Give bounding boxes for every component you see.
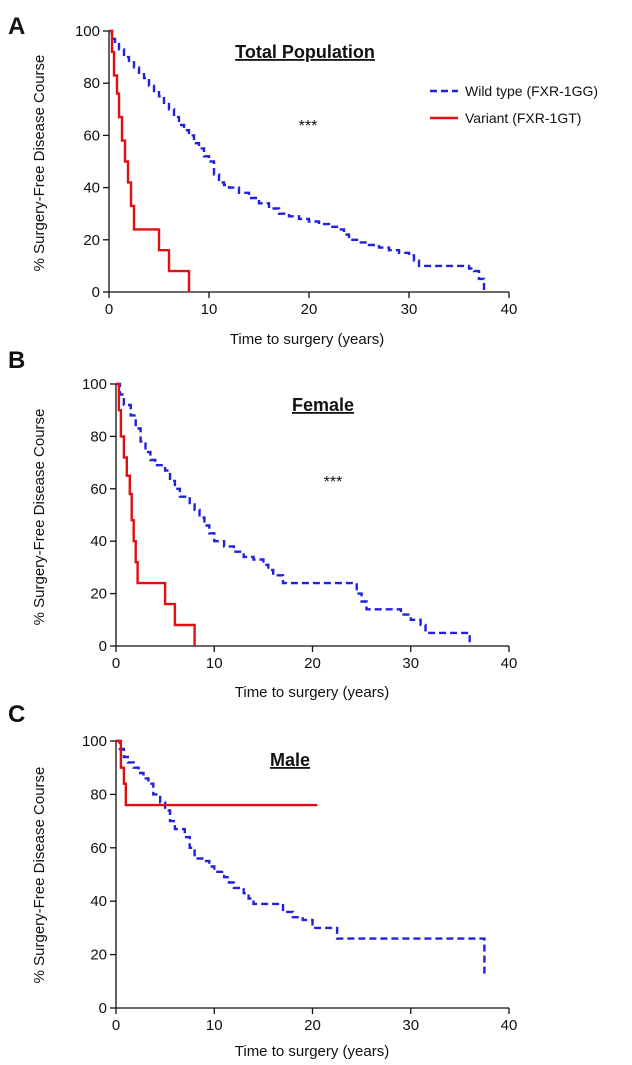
y-tick-label-c: 100 bbox=[82, 733, 107, 750]
y-tick-label-b: 20 bbox=[90, 586, 107, 603]
y-tick-label-b: 80 bbox=[90, 428, 107, 445]
chart-title-c: Male bbox=[270, 750, 310, 770]
y-tick-label-a: 0 bbox=[92, 284, 100, 301]
x-tick-label-a: 10 bbox=[201, 301, 218, 318]
y-axis-label-b: % Surgery-Free Disease Course bbox=[31, 409, 48, 626]
x-tick-label-a: 30 bbox=[401, 301, 418, 318]
x-tick-label-b: 0 bbox=[112, 655, 120, 672]
panel-letter-b: B bbox=[8, 347, 25, 374]
series-line-variant-c bbox=[116, 739, 318, 807]
series-line-wild-type-c bbox=[116, 739, 486, 976]
x-tick-label-c: 30 bbox=[402, 1017, 419, 1034]
significance-annotation-a: *** bbox=[299, 118, 318, 135]
panel-letter-a: A bbox=[8, 13, 25, 40]
y-tick-label-a: 20 bbox=[83, 232, 100, 249]
y-tick-label-c: 60 bbox=[90, 840, 107, 857]
chart-title-a: Total Population bbox=[235, 42, 375, 62]
x-tick-label-b: 30 bbox=[402, 655, 419, 672]
x-tick-label-c: 0 bbox=[112, 1017, 120, 1034]
x-tick-label-c: 10 bbox=[206, 1017, 223, 1034]
legend-label-variant: Variant (FXR-1GT) bbox=[465, 110, 581, 126]
x-axis-label-a: Time to surgery (years) bbox=[230, 331, 384, 348]
x-tick-label-c: 40 bbox=[501, 1017, 518, 1034]
x-tick-label-b: 10 bbox=[206, 655, 223, 672]
panel-c: C Male Time to surgery (years) % Surgery… bbox=[8, 701, 517, 1060]
panel-a: A Total Population *** Time to surgery (… bbox=[8, 13, 598, 348]
series-line-wild-type-a bbox=[109, 29, 486, 292]
x-tick-label-b: 40 bbox=[501, 655, 518, 672]
panel-b: B Female *** Time to surgery (years) % S… bbox=[8, 347, 517, 701]
y-tick-label-b: 0 bbox=[99, 638, 107, 655]
y-tick-label-b: 40 bbox=[90, 533, 107, 550]
y-axis-label-a: % Surgery-Free Disease Course bbox=[31, 55, 48, 272]
series-line-wild-type-b bbox=[116, 382, 471, 646]
x-tick-label-a: 40 bbox=[501, 301, 518, 318]
series-line-variant-a bbox=[109, 29, 191, 292]
panel-letter-c: C bbox=[8, 701, 25, 728]
y-tick-label-c: 0 bbox=[99, 1000, 107, 1017]
y-axis-label-c: % Surgery-Free Disease Course bbox=[31, 767, 48, 984]
x-axis-label-b: Time to surgery (years) bbox=[235, 684, 389, 701]
x-tick-label-c: 20 bbox=[304, 1017, 321, 1034]
x-axis-label-c: Time to surgery (years) bbox=[235, 1043, 389, 1060]
x-tick-label-a: 20 bbox=[301, 301, 318, 318]
x-tick-label-b: 20 bbox=[304, 655, 321, 672]
chart-title-b: Female bbox=[292, 395, 354, 415]
y-tick-label-b: 100 bbox=[82, 376, 107, 393]
y-tick-label-a: 80 bbox=[83, 75, 100, 92]
significance-annotation-b: *** bbox=[324, 474, 343, 491]
series-line-variant-b bbox=[116, 382, 196, 646]
x-tick-label-a: 0 bbox=[105, 301, 113, 318]
y-tick-label-c: 80 bbox=[90, 786, 107, 803]
y-tick-label-a: 40 bbox=[83, 180, 100, 197]
y-tick-label-a: 60 bbox=[83, 127, 100, 144]
y-tick-label-c: 40 bbox=[90, 893, 107, 910]
y-tick-label-b: 60 bbox=[90, 481, 107, 498]
legend-a: Wild type (FXR-1GG) Variant (FXR-1GT) bbox=[430, 83, 598, 126]
y-tick-label-a: 100 bbox=[75, 23, 100, 40]
legend-label-wild-type: Wild type (FXR-1GG) bbox=[465, 83, 598, 99]
y-tick-label-c: 20 bbox=[90, 947, 107, 964]
